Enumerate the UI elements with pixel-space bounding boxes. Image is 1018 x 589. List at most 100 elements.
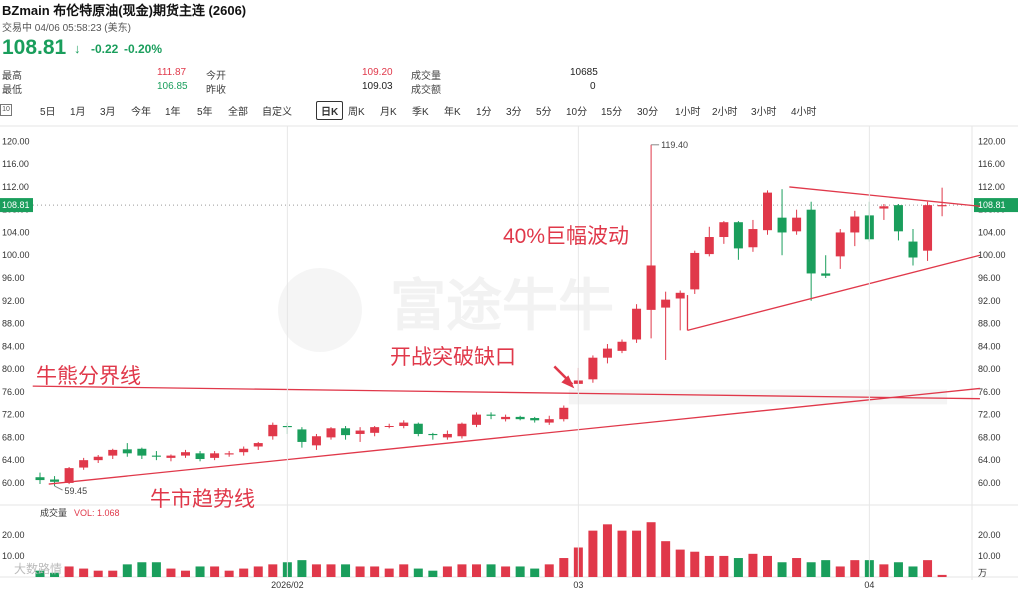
candle-body-33 bbox=[515, 416, 525, 420]
trend-annotation: 牛市趋势线 bbox=[150, 488, 255, 511]
volume-bar-36 bbox=[559, 558, 569, 577]
candle-body-38 bbox=[588, 357, 598, 380]
candle-body-35 bbox=[544, 419, 554, 423]
candle-body-44 bbox=[675, 292, 685, 299]
candle-body-27 bbox=[428, 433, 438, 436]
gap-annotation: 开战突破缺口 bbox=[390, 346, 516, 369]
candle-body-47 bbox=[719, 222, 729, 238]
candle-body-55 bbox=[835, 232, 845, 257]
y-tick-right-1: 116.00 bbox=[978, 159, 1005, 169]
volume-bar-29 bbox=[457, 564, 467, 577]
candle-body-26 bbox=[413, 423, 423, 434]
candle-body-43 bbox=[661, 299, 671, 308]
volume-bar-58 bbox=[879, 564, 889, 577]
volume-bar-0 bbox=[35, 570, 45, 577]
period-tab-8[interactable]: 10分 bbox=[566, 107, 588, 118]
current-price-left: 108.81 bbox=[2, 200, 30, 210]
y-tick-right-14: 64.00 bbox=[978, 455, 1001, 465]
candle-body-13 bbox=[224, 453, 234, 455]
candle-body-11 bbox=[195, 453, 205, 460]
volume-bar-49 bbox=[748, 553, 758, 577]
range-tab-6[interactable]: 全部 bbox=[228, 107, 248, 118]
candle-body-42 bbox=[646, 265, 656, 310]
range-tab-2[interactable]: 3月 bbox=[100, 107, 116, 118]
x-label-0: 2026/02 bbox=[271, 580, 304, 589]
candle-body-9 bbox=[166, 455, 176, 458]
period-tab-7[interactable]: 5分 bbox=[536, 107, 552, 118]
candle-body-18 bbox=[297, 429, 307, 442]
candle-body-2 bbox=[64, 468, 74, 483]
period-tab-0[interactable]: 日K bbox=[316, 101, 344, 120]
bull-trend-line bbox=[48, 387, 980, 485]
volume-tick-right-1: 10.00 bbox=[978, 551, 1001, 561]
period-tab-1[interactable]: 周K bbox=[348, 107, 365, 118]
min-label-leader bbox=[54, 485, 63, 491]
volume-bar-19 bbox=[311, 564, 321, 577]
volume-pane-label: 成交量 bbox=[40, 507, 67, 518]
y-tick-right-7: 92.00 bbox=[978, 296, 1001, 306]
range-tab-4[interactable]: 1年 bbox=[165, 107, 181, 118]
range-tab-1[interactable]: 1月 bbox=[70, 107, 86, 118]
period-tab-12[interactable]: 2小时 bbox=[712, 107, 738, 118]
period-tab-10[interactable]: 30分 bbox=[637, 107, 659, 118]
y-tick-right-2: 112.00 bbox=[978, 182, 1005, 192]
y-tick-right-12: 72.00 bbox=[978, 410, 1001, 420]
current-price-left-badge bbox=[0, 198, 33, 213]
candle-body-54 bbox=[821, 273, 831, 276]
bottom-watermark: 大数路情 bbox=[14, 562, 63, 576]
indicator-selector[interactable]: 10 bbox=[0, 104, 12, 116]
volume-bar-44 bbox=[675, 549, 685, 577]
candle-body-58 bbox=[879, 206, 889, 209]
volume-bar-21 bbox=[341, 564, 351, 577]
volume-bar-34 bbox=[530, 568, 540, 577]
volume-bar-40 bbox=[617, 530, 627, 577]
volume-bar-45 bbox=[690, 551, 700, 577]
candle-body-21 bbox=[341, 428, 351, 436]
candle-body-28 bbox=[442, 433, 452, 438]
volume-bar-33 bbox=[515, 566, 525, 577]
volume-bar-9 bbox=[166, 568, 176, 577]
candle-body-7 bbox=[137, 448, 147, 456]
candle-body-50 bbox=[763, 192, 772, 231]
low-label: 最低 bbox=[2, 85, 22, 96]
y-tick-right-15: 60.00 bbox=[978, 478, 1001, 488]
y-tick-right-13: 68.00 bbox=[978, 432, 1001, 442]
period-tab-9[interactable]: 15分 bbox=[601, 107, 623, 118]
period-tab-3[interactable]: 季K bbox=[412, 107, 429, 118]
volume-bar-3 bbox=[79, 568, 89, 577]
period-tab-6[interactable]: 3分 bbox=[506, 107, 522, 118]
period-tab-4[interactable]: 年K bbox=[444, 107, 461, 118]
volume-bar-6 bbox=[122, 564, 132, 577]
volume-bar-35 bbox=[544, 564, 554, 577]
period-tab-11[interactable]: 1小时 bbox=[675, 107, 701, 118]
low-value: 106.85 bbox=[157, 81, 188, 92]
period-tab-13[interactable]: 3小时 bbox=[751, 107, 777, 118]
y-tick-left-0: 120.00 bbox=[2, 136, 30, 146]
period-tab-14[interactable]: 4小时 bbox=[791, 107, 817, 118]
range-tab-5[interactable]: 5年 bbox=[197, 107, 213, 118]
range-tab-3[interactable]: 今年 bbox=[131, 107, 151, 118]
y-tick-left-12: 72.00 bbox=[2, 410, 25, 420]
candle-body-48 bbox=[733, 222, 743, 249]
candle-body-49 bbox=[748, 229, 758, 248]
candle-body-19 bbox=[311, 436, 321, 446]
candle-body-24 bbox=[384, 426, 394, 427]
candle-body-62 bbox=[937, 205, 947, 207]
candle-body-22 bbox=[355, 430, 365, 434]
gap-zone bbox=[568, 389, 948, 405]
volume-bar-8 bbox=[151, 562, 161, 577]
period-tab-5[interactable]: 1分 bbox=[476, 107, 492, 118]
candle-body-29 bbox=[457, 423, 467, 437]
y-tick-right-11: 76.00 bbox=[978, 387, 1001, 397]
volume-bar-20 bbox=[326, 564, 336, 577]
candle-body-59 bbox=[893, 205, 903, 232]
y-tick-right-6: 96.00 bbox=[978, 273, 1001, 283]
range-tab-7[interactable]: 自定义 bbox=[262, 107, 292, 118]
volume-bar-28 bbox=[442, 566, 452, 577]
range-tab-0[interactable]: 5日 bbox=[40, 107, 56, 118]
volume-bar-2 bbox=[64, 566, 74, 577]
watermark-logo: 富途牛牛 bbox=[390, 274, 614, 339]
y-tick-right-5: 100.00 bbox=[978, 250, 1006, 260]
period-tab-2[interactable]: 月K bbox=[380, 107, 397, 118]
